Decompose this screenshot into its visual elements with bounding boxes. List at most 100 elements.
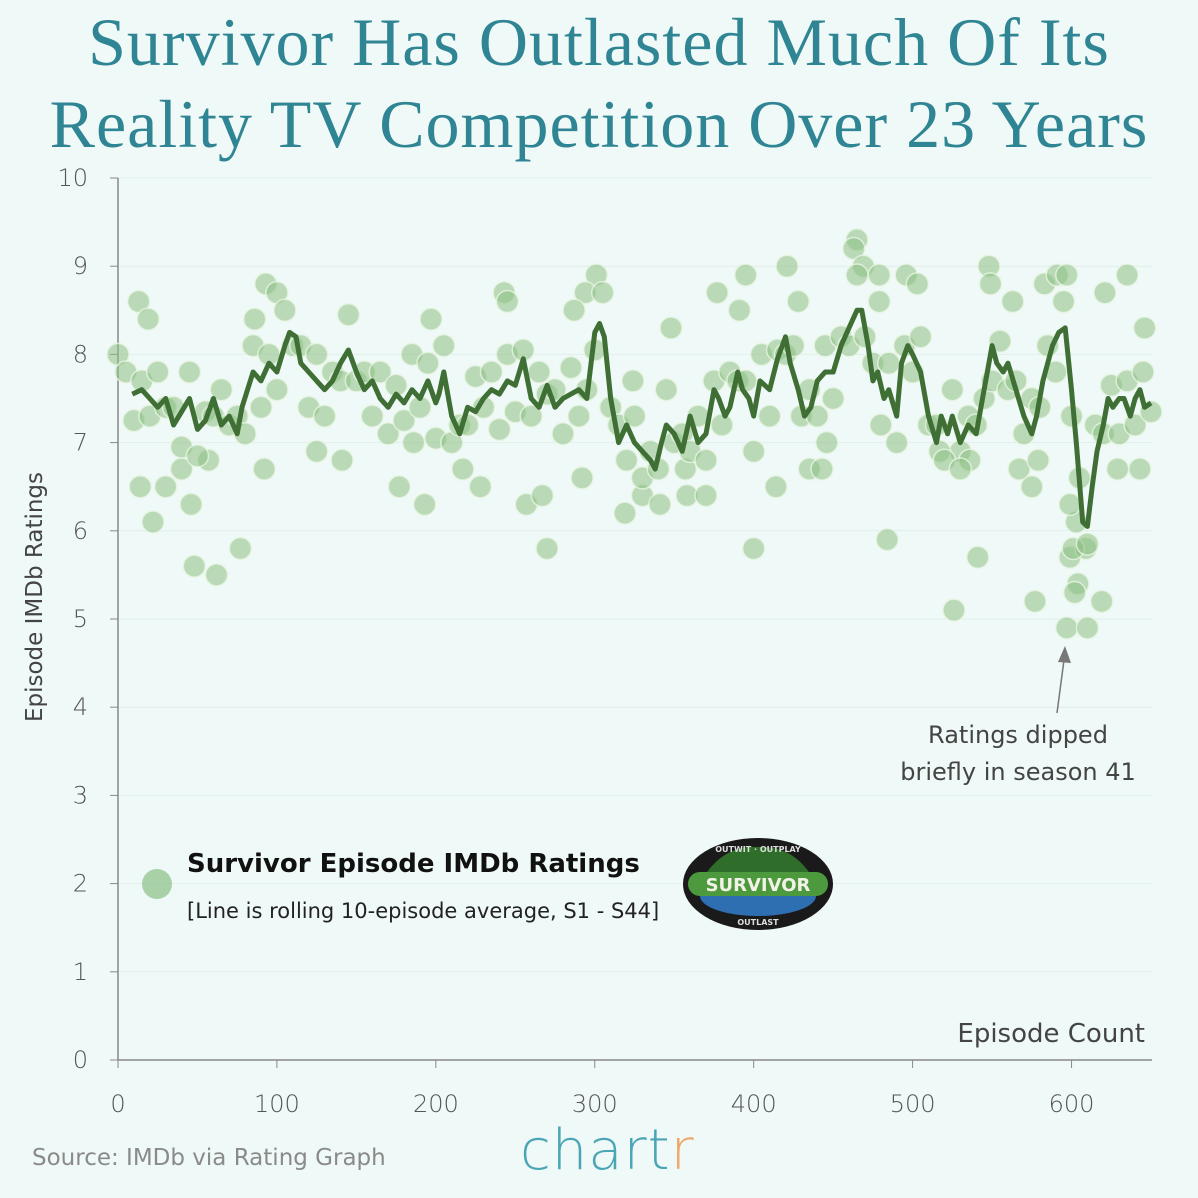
rating-point — [875, 527, 899, 552]
rating-point — [479, 360, 504, 384]
rating-point — [387, 474, 412, 499]
rating-point — [562, 298, 586, 323]
rating-point — [727, 298, 752, 323]
rating-point — [487, 417, 512, 442]
logo-text: SURVIVOR — [706, 875, 811, 896]
rating-point — [145, 360, 170, 384]
rating-point — [621, 369, 645, 393]
rating-point — [1093, 280, 1117, 305]
x-tick-labels: 0 100 200 300 400 500 600 — [110, 1090, 1094, 1118]
y-axis-label: Episode IMDb Ratings — [22, 472, 48, 722]
rating-point — [884, 430, 909, 455]
rating-point — [1020, 474, 1044, 499]
legend-marker — [142, 869, 172, 899]
rating-point — [304, 439, 329, 464]
rating-point — [1055, 263, 1079, 287]
rating-point — [360, 404, 385, 428]
rating-point — [1075, 616, 1100, 640]
annotation-arrowhead — [1058, 646, 1071, 663]
annotation-arrow — [1056, 659, 1065, 714]
rating-point — [451, 457, 475, 481]
rating-point — [1131, 360, 1155, 384]
legend-title: Survivor Episode IMDb Ratings — [187, 849, 640, 879]
y-tick-label: 7 — [73, 429, 88, 457]
rating-point — [185, 444, 210, 468]
svg-text:OUTWIT · OUTPLAY: OUTWIT · OUTPLAY — [715, 845, 801, 854]
rating-point — [654, 377, 679, 402]
rating-point — [519, 404, 543, 428]
chartr-logo: chartr — [520, 1118, 695, 1183]
rating-point — [182, 554, 207, 578]
grid — [110, 177, 1152, 1068]
annotation-line-1: Ratings dipped — [928, 721, 1108, 749]
rating-point — [249, 395, 273, 420]
rating-point — [613, 501, 637, 525]
rating-point — [622, 404, 647, 428]
rating-point — [1000, 289, 1025, 314]
x-tick-label: 600 — [1049, 1090, 1095, 1118]
chart-title-line-2: Reality TV Competition Over 23 Years — [49, 86, 1149, 162]
source-note: Source: IMDb via Rating Graph — [32, 1145, 386, 1171]
rating-point — [136, 307, 160, 331]
y-tick-label: 1 — [73, 958, 88, 986]
rating-point — [1123, 413, 1147, 437]
brand-accent: r — [670, 1118, 695, 1183]
survivor-logo: SURVIVOR OUTWIT · OUTPLAY OUTLAST — [683, 838, 833, 930]
y-tick-label: 8 — [73, 340, 88, 368]
x-tick-label: 400 — [731, 1090, 777, 1118]
y-tick-label: 5 — [73, 605, 88, 633]
rating-point — [312, 404, 337, 428]
rating-point — [948, 457, 973, 481]
annotation-line-2: briefly in season 41 — [900, 758, 1136, 786]
rating-point — [845, 263, 869, 287]
x-tick-label: 0 — [110, 1090, 125, 1118]
rating-point — [867, 263, 891, 287]
rating-point — [1023, 589, 1047, 614]
rating-point — [786, 289, 810, 314]
x-tick-label: 500 — [890, 1090, 936, 1118]
y-tick-labels: 0 1 2 3 4 5 6 7 8 9 10 — [57, 164, 88, 1074]
rating-point — [815, 430, 839, 455]
rating-point — [204, 563, 229, 587]
rating-point — [1058, 492, 1082, 517]
rating-point — [141, 510, 165, 534]
rating-point — [468, 474, 493, 499]
y-tick-label: 10 — [57, 164, 88, 192]
rating-point — [614, 448, 639, 472]
y-tick-label: 4 — [73, 693, 88, 721]
rating-point — [710, 413, 734, 437]
rating-point — [764, 474, 788, 499]
rating-point — [648, 492, 672, 517]
rating-point — [978, 272, 1003, 296]
rating-point — [867, 289, 891, 314]
rating-point — [265, 377, 289, 402]
rating-point — [908, 325, 933, 349]
x-tick-label: 100 — [254, 1090, 300, 1118]
scatter-points — [106, 227, 1163, 640]
y-tick-label: 9 — [73, 252, 88, 280]
rating-point — [392, 408, 416, 433]
rating-point — [495, 289, 520, 314]
rating-point — [775, 254, 799, 278]
rating-point — [432, 333, 456, 358]
rating-point — [821, 386, 845, 411]
chart-title-line-1: Survivor Has Outlasted Much Of Its — [88, 4, 1110, 80]
brand-main: chart — [520, 1118, 671, 1183]
rating-point — [1089, 589, 1114, 614]
rating-point — [869, 413, 893, 437]
rating-point — [330, 448, 354, 472]
rating-point — [1075, 532, 1100, 556]
rating-point — [551, 422, 575, 446]
rating-point — [1132, 316, 1157, 340]
rating-point — [905, 272, 930, 296]
rating-point — [940, 377, 965, 402]
rolling-average-line — [131, 307, 1153, 529]
rating-point — [1062, 580, 1087, 605]
rating-point — [570, 466, 594, 490]
rating-point — [412, 492, 437, 517]
rating-point — [1026, 448, 1050, 472]
x-tick-label: 200 — [413, 1090, 459, 1118]
rating-point — [705, 280, 729, 305]
y-tick-label: 6 — [73, 517, 88, 545]
